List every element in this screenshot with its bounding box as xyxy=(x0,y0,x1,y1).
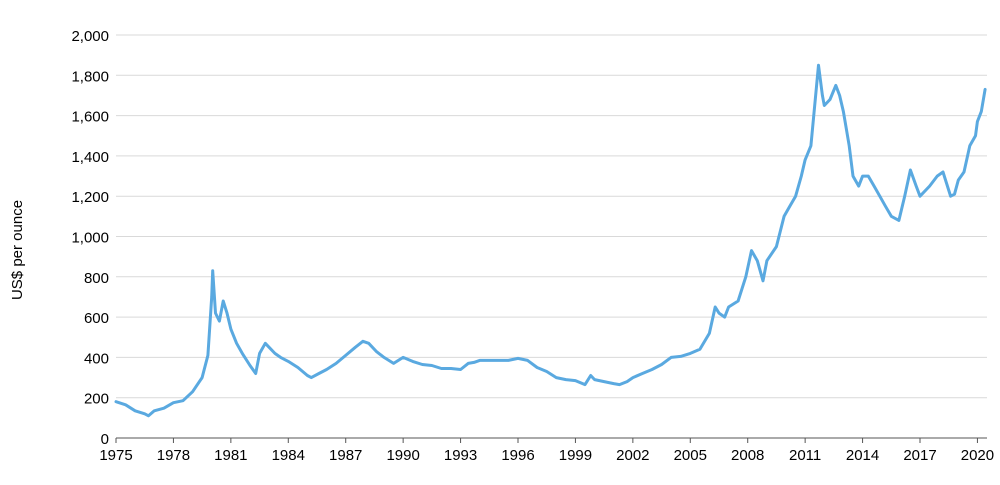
x-tick-label: 1993 xyxy=(444,447,477,464)
series-line xyxy=(114,63,987,418)
y-tick-label: 1,000 xyxy=(71,230,109,247)
x-tick-labels: 1975 1978 1981 1984 1987 1990 1993 1996 1999 2002… xyxy=(99,447,994,464)
y-tick-label: 1,800 xyxy=(71,68,109,85)
x-tick-label: 2020 xyxy=(961,447,994,464)
x-tick-label: 1999 xyxy=(559,447,592,464)
y-tick-label: 0 xyxy=(101,431,109,448)
x-tick-label: 1990 xyxy=(386,447,419,464)
y-tick-label: 400 xyxy=(84,350,109,367)
x-tick-label: 1981 xyxy=(214,447,247,464)
y-axis-title: US$ per ounce xyxy=(9,200,26,300)
y-tick-label: 200 xyxy=(84,391,109,408)
y-tick-label: 600 xyxy=(84,310,109,327)
y-tick-label: 2,000 xyxy=(71,28,109,45)
x-tick-label: 2005 xyxy=(674,447,707,464)
gridlines xyxy=(116,34,987,399)
y-tick-labels: 0 200 400 600 800 1,000 1,200 1,400 1,600 1,800 2,… xyxy=(71,28,109,448)
x-tick-label: 1978 xyxy=(157,447,190,464)
y-tick-label: 1,600 xyxy=(71,109,109,126)
x-tick-label: 1987 xyxy=(329,447,362,464)
x-tick-label: 2008 xyxy=(731,447,764,464)
x-tick-label: 1996 xyxy=(501,447,534,464)
series-layer xyxy=(114,63,987,418)
y-tick-label: 1,400 xyxy=(71,149,109,166)
y-tick-label: 800 xyxy=(84,270,109,287)
x-tick-label: 2014 xyxy=(846,447,879,464)
axes xyxy=(115,437,987,443)
y-tick-label: 1,200 xyxy=(71,189,109,206)
x-tick-label: 2011 xyxy=(789,447,821,464)
x-tick-label: 1984 xyxy=(272,447,305,464)
x-tick-label: 2017 xyxy=(903,447,936,464)
x-tick-label: 2002 xyxy=(616,447,649,464)
x-tick-label: 1975 xyxy=(99,447,132,464)
